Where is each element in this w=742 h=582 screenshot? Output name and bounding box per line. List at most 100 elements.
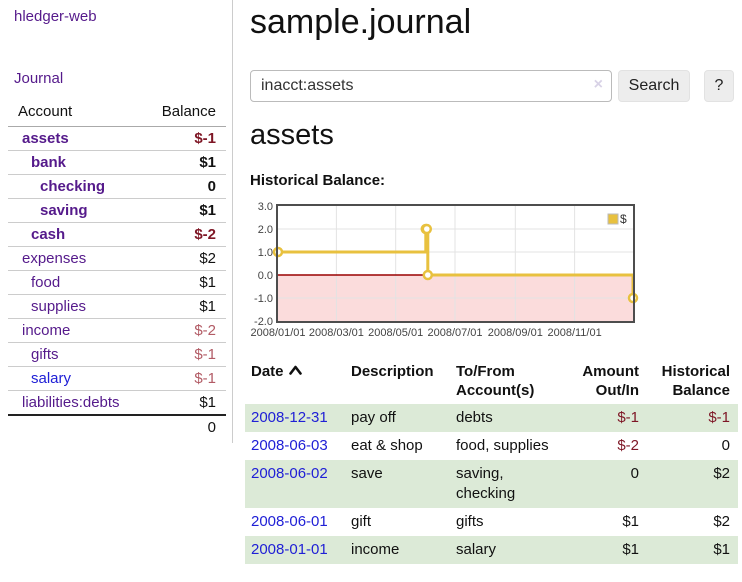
col-description: Description: [351, 363, 434, 380]
search-button[interactable]: Search: [618, 70, 690, 102]
svg-text:2.0: 2.0: [258, 224, 273, 236]
transaction-row: 2008-06-02 save saving, checking 0 $2: [245, 460, 738, 508]
account-link-saving[interactable]: saving: [40, 202, 88, 219]
account-row: saving $1: [8, 198, 226, 223]
col-accounts: To/From Account(s): [456, 363, 535, 399]
account-row: salary $-1: [8, 366, 226, 391]
account-link-salary[interactable]: salary: [31, 370, 72, 387]
sidebar-divider: [232, 0, 233, 443]
svg-text:2008/05/01: 2008/05/01: [368, 327, 423, 339]
transaction-balance: $2: [713, 513, 730, 530]
account-balance: $-1: [194, 130, 216, 147]
accounts-col-balance: Balance: [146, 100, 226, 127]
clear-search-icon[interactable]: ×: [593, 76, 603, 93]
account-heading: assets: [250, 119, 334, 151]
transaction-description: income: [351, 541, 400, 558]
account-link-income[interactable]: income: [22, 322, 71, 339]
col-date-sort[interactable]: Date: [245, 358, 345, 404]
account-link-expenses[interactable]: expenses: [22, 250, 87, 267]
transaction-accounts: gifts: [456, 513, 484, 530]
account-balance: $-2: [146, 318, 226, 343]
svg-text:2008/03/01: 2008/03/01: [309, 327, 364, 339]
account-link-gifts[interactable]: gifts: [31, 346, 59, 363]
main-content: sample.journal × Search ? assets Histori…: [245, 0, 742, 582]
svg-text:0.0: 0.0: [258, 270, 273, 282]
transaction-description: pay off: [351, 409, 396, 426]
account-link-liabilities-debts[interactable]: liabilities:debts: [22, 394, 120, 411]
app-title-link[interactable]: hledger-web: [14, 8, 97, 25]
transaction-accounts: saving, checking: [456, 465, 516, 502]
help-button[interactable]: ?: [704, 70, 734, 102]
account-balance: $1: [146, 150, 226, 175]
account-balance: $1: [146, 294, 226, 319]
account-balance: $-1: [146, 342, 226, 367]
account-row: gifts $-1: [8, 342, 226, 367]
transaction-date-link[interactable]: 2008-06-02: [251, 465, 328, 482]
account-row: bank $1: [8, 150, 226, 175]
transaction-date-link[interactable]: 2008-06-03: [251, 437, 328, 454]
account-balance: $-2: [146, 222, 226, 247]
transaction-balance: $-1: [708, 409, 730, 426]
transaction-row: 2008-01-01 income salary $1 $1: [245, 536, 738, 564]
account-row: expenses $2: [8, 246, 226, 271]
transaction-date-link[interactable]: 2008-06-01: [251, 513, 328, 530]
account-balance: $2: [146, 246, 226, 271]
svg-text:3.0: 3.0: [258, 201, 273, 213]
chart-title: Historical Balance:: [250, 172, 386, 189]
account-row: food $1: [8, 270, 226, 295]
svg-text:-2.0: -2.0: [254, 316, 273, 328]
transaction-description: gift: [351, 513, 372, 530]
transaction-description: save: [351, 465, 383, 482]
account-row: income $-2: [8, 318, 226, 343]
svg-text:1.0: 1.0: [258, 247, 273, 259]
account-link-food[interactable]: food: [31, 274, 61, 291]
accounts-total-row: 0: [8, 414, 226, 439]
register-table: Date Description To/From Account(s) Amou…: [245, 358, 738, 564]
search-form: × Search ?: [250, 70, 734, 102]
accounts-table: Account Balance assets $-1 bank $1 checkin…: [8, 100, 226, 439]
sort-asc-icon: [288, 365, 302, 375]
account-balance: $1: [146, 390, 226, 415]
account-link-assets[interactable]: assets: [22, 130, 69, 147]
accounts-total-value: 0: [146, 414, 226, 439]
account-row: cash $-2: [8, 222, 226, 247]
svg-text:2008/09/01: 2008/09/01: [488, 327, 543, 339]
accounts-col-account: Account: [8, 100, 147, 127]
col-amount: Amount Out/In: [582, 363, 639, 399]
account-row: liabilities:debts $1: [8, 390, 226, 415]
account-link-bank[interactable]: bank: [31, 154, 67, 171]
account-link-cash[interactable]: cash: [31, 226, 66, 243]
account-balance: $1: [146, 198, 226, 223]
account-row: assets $-1: [8, 127, 226, 151]
col-balance: Historical Balance: [661, 363, 730, 399]
account-row: checking 0: [8, 174, 226, 199]
transaction-balance: 0: [721, 437, 730, 454]
transaction-amount: $1: [622, 513, 639, 530]
transaction-date-link[interactable]: 2008-01-01: [251, 541, 328, 558]
register-header-row: Date Description To/From Account(s) Amou…: [245, 358, 738, 404]
transaction-row: 2008-12-31 pay off debts $-1 $-1: [245, 404, 738, 432]
transaction-accounts: food, supplies: [456, 437, 549, 454]
transaction-amount: $1: [622, 541, 639, 558]
svg-text:2008/01/01: 2008/01/01: [250, 327, 305, 339]
transaction-row: 2008-06-01 gift gifts $1 $2: [245, 508, 738, 536]
transaction-balance: $2: [713, 465, 730, 482]
svg-text:-1.0: -1.0: [254, 293, 273, 305]
svg-text:2008/07/01: 2008/07/01: [427, 327, 482, 339]
account-balance: 0: [146, 174, 226, 199]
transaction-accounts: debts: [456, 409, 493, 426]
transaction-amount: $-1: [617, 409, 639, 426]
account-link-checking[interactable]: checking: [40, 178, 106, 195]
search-input[interactable]: [250, 70, 612, 102]
sidebar-item-journal[interactable]: Journal: [14, 70, 64, 87]
account-balance: $1: [146, 270, 226, 295]
svg-text:2008/11/01: 2008/11/01: [547, 327, 601, 339]
transaction-amount: $-2: [617, 437, 639, 454]
transaction-row: 2008-06-03 eat & shop food, supplies $-2…: [245, 432, 738, 460]
account-link-supplies[interactable]: supplies: [31, 298, 87, 315]
transaction-date-link[interactable]: 2008-12-31: [251, 409, 328, 426]
svg-text:$: $: [620, 212, 627, 226]
sidebar: hledger-web Journal Account Balance asse…: [0, 0, 233, 582]
account-row: supplies $1: [8, 294, 226, 319]
